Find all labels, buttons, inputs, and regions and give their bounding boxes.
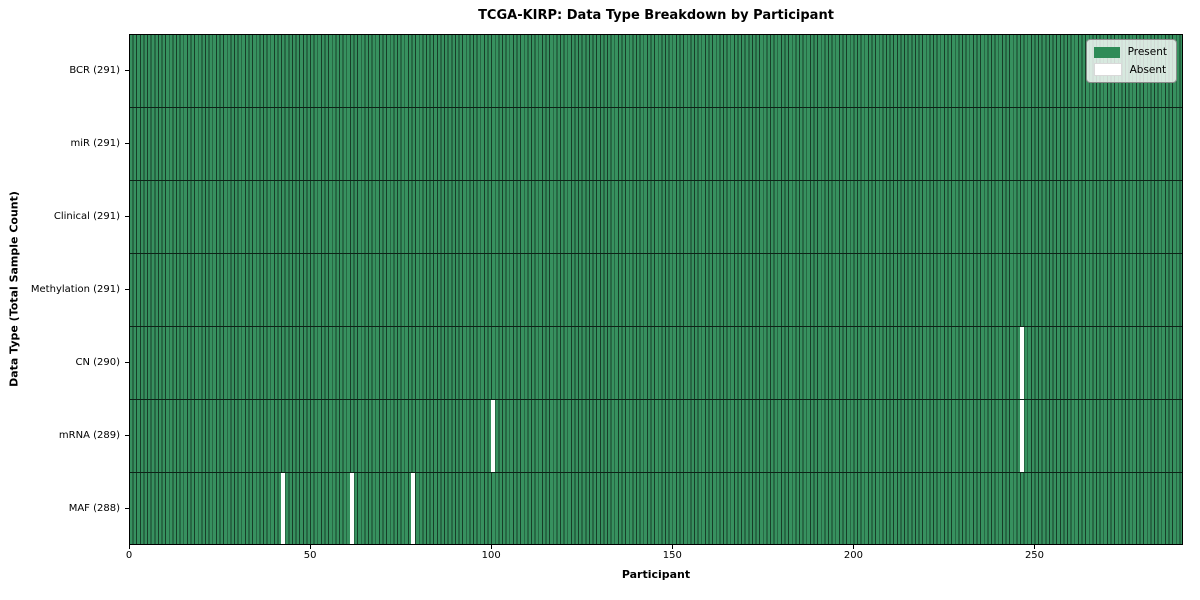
absent-cell-mRNA-100 <box>490 399 495 472</box>
x-tick-mark <box>309 545 311 549</box>
y-tick-label-miR: miR (291) <box>70 137 120 149</box>
legend-item-absent: Absent <box>1093 63 1167 76</box>
row-divider <box>129 106 1183 108</box>
x-tick-mark <box>490 545 492 549</box>
row-divider <box>129 252 1183 254</box>
absent-cell-MAF-78 <box>411 472 416 545</box>
legend-item-present: Present <box>1093 46 1167 58</box>
absent-cell-CN-246 <box>1019 326 1024 399</box>
row-divider <box>129 398 1183 400</box>
row-divider <box>129 471 1183 473</box>
x-tick-label-100: 100 <box>481 550 501 561</box>
x-tick-mark <box>852 545 854 549</box>
y-tick-mark <box>125 435 129 436</box>
y-tick-mark <box>125 362 129 363</box>
x-tick-label-150: 150 <box>662 550 682 561</box>
plot-frame <box>129 34 1183 545</box>
y-tick-mark <box>125 508 129 509</box>
row-divider <box>129 179 1183 181</box>
y-tick-mark <box>125 216 129 217</box>
x-tick-label-0: 0 <box>125 550 133 561</box>
y-tick-label-Clinical: Clinical (291) <box>53 210 120 222</box>
x-axis-label: Participant <box>621 568 691 581</box>
y-tick-label-MAF: MAF (288) <box>68 502 120 514</box>
x-tick-mark <box>128 545 130 549</box>
absent-cell-MAF-42 <box>280 472 285 545</box>
x-tick-label-50: 50 <box>303 550 317 561</box>
x-tick-mark <box>1033 545 1035 549</box>
legend-swatch-absent <box>1093 63 1122 76</box>
absent-cell-MAF-61 <box>349 472 354 545</box>
row-divider <box>129 325 1183 327</box>
plot-area: Present Absent <box>129 34 1183 545</box>
legend-label-absent: Absent <box>1129 63 1167 76</box>
y-tick-mark <box>125 143 129 144</box>
legend: Present Absent <box>1085 39 1177 83</box>
chart-title: TCGA-KIRP: Data Type Breakdown by Partic… <box>478 8 834 23</box>
x-tick-mark <box>671 545 673 549</box>
legend-swatch-present <box>1093 46 1120 58</box>
x-tick-label-200: 200 <box>843 550 863 561</box>
y-tick-label-BCR: BCR (291) <box>69 64 120 76</box>
y-tick-label-mRNA: mRNA (289) <box>58 429 120 441</box>
x-tick-label-250: 250 <box>1024 550 1045 561</box>
y-tick-mark <box>125 70 129 71</box>
y-tick-label-Methylation: Methylation (291) <box>30 283 120 295</box>
y-tick-mark <box>125 289 129 290</box>
legend-label-present: Present <box>1127 46 1167 58</box>
absent-cell-mRNA-246 <box>1019 399 1024 472</box>
y-tick-label-CN: CN (290) <box>75 356 120 368</box>
